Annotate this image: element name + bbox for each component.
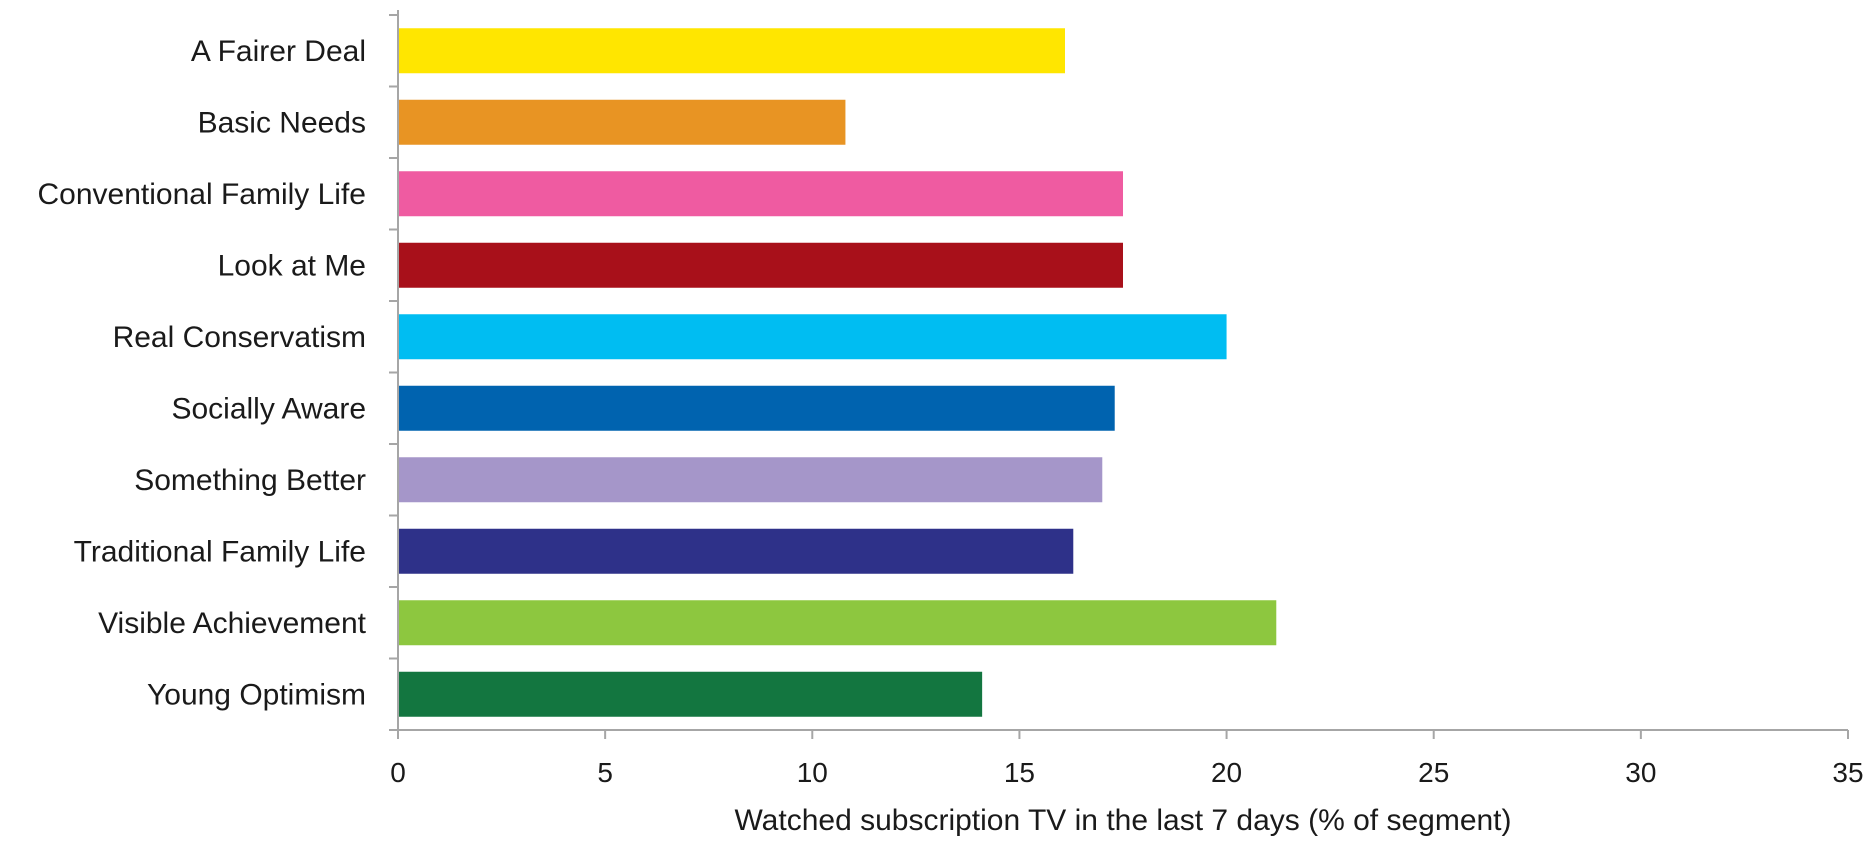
- bar-visible-achievement: [398, 600, 1277, 646]
- x-tick-label-35: 35: [1832, 757, 1863, 788]
- x-axis-title: Watched subscription TV in the last 7 da…: [734, 804, 1511, 837]
- x-tick-labels: 0 5 10 15 20 25 30 35: [390, 757, 1863, 788]
- category-labels: A Fairer Deal Basic Needs Conventional Fam…: [38, 35, 367, 712]
- bar-basic-needs: [398, 99, 846, 145]
- x-tick-label-5: 5: [597, 757, 613, 788]
- x-tick-label-15: 15: [1004, 757, 1035, 788]
- bar-something-better: [398, 457, 1103, 503]
- category-label-look-at-me: Look at Me: [218, 249, 366, 282]
- x-tick-label-25: 25: [1418, 757, 1449, 788]
- bar-look-at-me: [398, 242, 1123, 288]
- bars-group: [398, 28, 1277, 717]
- x-tick-label-20: 20: [1211, 757, 1242, 788]
- category-label-something-better: Something Better: [134, 464, 366, 497]
- bar-socially-aware: [398, 385, 1115, 431]
- x-tick-label-30: 30: [1625, 757, 1656, 788]
- bar-conventional-family-life: [398, 171, 1123, 217]
- category-label-a-fairer-deal: A Fairer Deal: [191, 35, 366, 68]
- category-label-real-conservatism: Real Conservatism: [113, 321, 366, 354]
- category-label-traditional-family-life: Traditional Family Life: [74, 535, 366, 568]
- x-tick-label-10: 10: [797, 757, 828, 788]
- category-label-young-optimism: Young Optimism: [147, 678, 366, 711]
- x-tick-label-0: 0: [390, 757, 406, 788]
- bar-traditional-family-life: [398, 528, 1074, 574]
- bar-real-conservatism: [398, 314, 1227, 360]
- bar-young-optimism: [398, 671, 983, 717]
- axes-group: [389, 10, 1849, 739]
- category-label-visible-achievement: Visible Achievement: [98, 607, 367, 640]
- category-label-conventional-family-life: Conventional Family Life: [38, 178, 367, 211]
- category-label-basic-needs: Basic Needs: [198, 106, 366, 139]
- bar-a-fairer-deal: [398, 28, 1065, 74]
- category-label-socially-aware: Socially Aware: [171, 392, 366, 425]
